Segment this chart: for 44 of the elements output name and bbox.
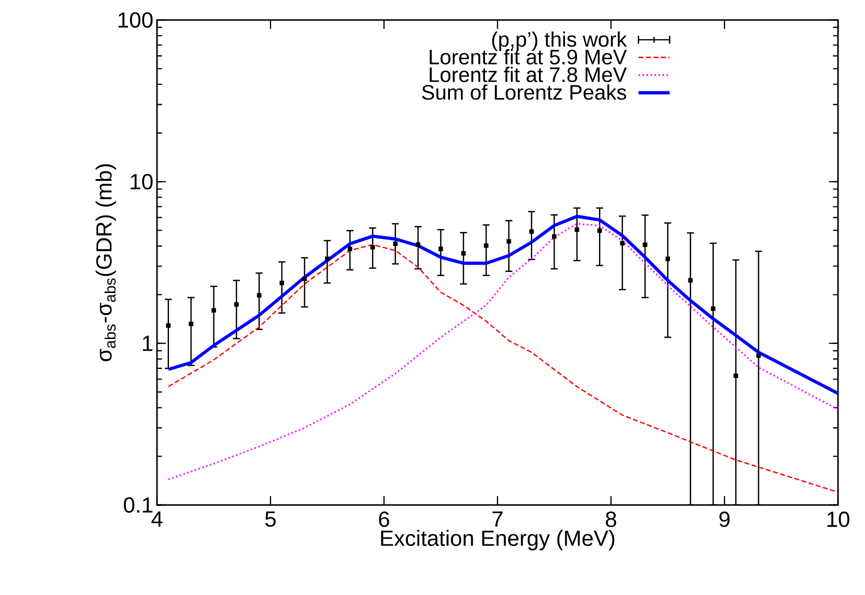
point bbox=[256, 293, 262, 298]
x-tick-label: 5 bbox=[265, 512, 276, 527]
point bbox=[484, 243, 488, 248]
point bbox=[370, 245, 375, 250]
x-tick-label: 10 bbox=[827, 512, 850, 528]
point bbox=[280, 280, 284, 286]
y-axis-title: σ$_{abs}$-σ$_{abs}$(GDR) (mb) bbox=[96, 164, 116, 362]
point bbox=[416, 242, 420, 247]
y-tick-label: 0.1 bbox=[124, 497, 152, 513]
point bbox=[212, 308, 216, 313]
point bbox=[461, 251, 466, 256]
point bbox=[688, 278, 693, 283]
point bbox=[302, 276, 307, 281]
x-tick-label: 7 bbox=[492, 512, 503, 527]
point bbox=[506, 239, 512, 244]
point bbox=[438, 246, 443, 252]
point bbox=[620, 241, 625, 246]
legend-label: (p,p’) this work bbox=[492, 31, 627, 51]
point bbox=[529, 229, 534, 234]
point bbox=[325, 256, 330, 262]
x-tick-label: 4 bbox=[151, 512, 162, 527]
point bbox=[642, 242, 648, 248]
y-tick-label: 1 bbox=[142, 336, 152, 351]
point bbox=[756, 353, 761, 358]
point bbox=[710, 306, 716, 311]
x-axis-title: Excitation Energy (MeV) bbox=[381, 530, 614, 550]
point bbox=[597, 228, 602, 233]
point bbox=[574, 227, 580, 232]
x-tick-label: 6 bbox=[379, 512, 390, 528]
point bbox=[734, 374, 738, 378]
line-series bbox=[166, 214, 838, 396]
point bbox=[166, 323, 171, 328]
point bbox=[666, 256, 670, 262]
legend-label: Lorentz fit at 7.8 MeV bbox=[430, 66, 627, 82]
y-tick-label: 100 bbox=[118, 12, 153, 28]
y-tick-label: 10 bbox=[130, 174, 153, 190]
x-tick-label: 8 bbox=[606, 512, 616, 528]
point bbox=[234, 302, 239, 307]
point bbox=[188, 322, 194, 326]
x-tick-label: 9 bbox=[719, 512, 730, 528]
point bbox=[552, 234, 556, 239]
legend-label: Sum of Lorentz Peaks bbox=[422, 84, 626, 100]
point bbox=[393, 242, 398, 246]
point bbox=[348, 246, 352, 252]
